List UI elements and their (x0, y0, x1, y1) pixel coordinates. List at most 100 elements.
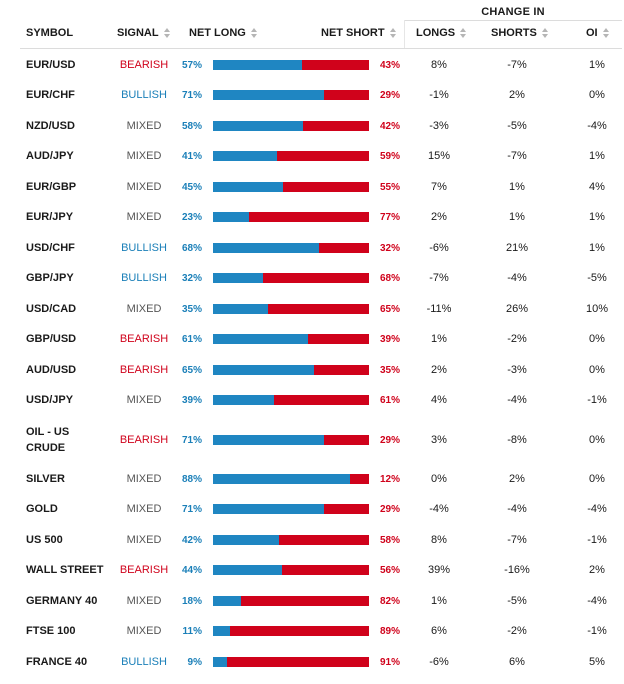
symbol-cell[interactable]: EUR/JPY (26, 202, 116, 232)
table-row[interactable]: AUD/USD BEARISH 65% 35% 2% -3% 0% (0, 355, 624, 385)
signal-badge: BEARISH (119, 564, 169, 576)
symbol-cell[interactable]: GERMANY 40 (26, 586, 116, 616)
net-long-value: 39% (181, 394, 202, 406)
shorts-change-value: 2% (509, 473, 525, 485)
longs-change-value: -6% (429, 242, 449, 254)
signal-badge: BULLISH (121, 656, 167, 668)
sort-icon[interactable] (602, 28, 609, 39)
shorts-change-value: -7% (507, 150, 527, 162)
net-long-value: 11% (182, 625, 202, 637)
table-row[interactable]: OIL - US CRUDE BEARISH 71% 29% 3% -8% 0% (0, 416, 624, 464)
table-row[interactable]: SILVER MIXED 88% 12% 0% 2% 0% (0, 464, 624, 494)
shorts-change-value: 1% (509, 181, 525, 193)
symbol-cell[interactable]: OIL - US CRUDE (26, 416, 116, 464)
symbol-cell[interactable]: FTSE 100 (26, 616, 116, 646)
symbol-cell[interactable]: USD/CAD (26, 294, 116, 324)
net-short-bar-fill (323, 435, 369, 445)
table-row[interactable]: EUR/GBP MIXED 45% 55% 7% 1% 4% (0, 172, 624, 202)
table-row[interactable]: USD/JPY MIXED 39% 61% 4% -4% -1% (0, 385, 624, 415)
longs-change-value: 8% (431, 534, 447, 546)
table-row[interactable]: US 500 MIXED 42% 58% 8% -7% -1% (0, 525, 624, 555)
net-short-column-header[interactable]: NET SHORT (321, 27, 396, 41)
table-row[interactable]: FRANCE 40 BULLISH 9% 91% -6% 6% 5% (0, 647, 624, 677)
table-row[interactable]: GERMANY 40 MIXED 18% 82% 1% -5% -4% (0, 586, 624, 616)
symbol-cell[interactable]: AUD/JPY (26, 141, 116, 171)
table-row[interactable]: USD/CAD MIXED 35% 65% -11% 26% 10% (0, 294, 624, 324)
longs-change-value: -4% (429, 503, 449, 515)
net-long-column-header[interactable]: NET LONG (189, 27, 257, 41)
table-row[interactable]: USD/CHF BULLISH 68% 32% -6% 21% 1% (0, 233, 624, 263)
net-short-value: 65% (379, 303, 400, 315)
signal-badge: MIXED (126, 625, 162, 637)
oi-change-value: 0% (589, 89, 605, 101)
symbol-cell[interactable]: SILVER (26, 464, 116, 494)
sort-icon[interactable] (389, 28, 396, 39)
symbol-cell[interactable]: WALL STREET (26, 555, 116, 585)
shorts-column-header[interactable]: SHORTS (491, 27, 548, 41)
symbol-line: EUR/CHF (26, 89, 75, 101)
longs-change-value: -1% (429, 89, 449, 101)
net-short-bar-fill (267, 304, 369, 314)
symbol-name: AUD/JPY (26, 148, 74, 164)
sentiment-bar (213, 504, 369, 514)
net-long-value: 68% (181, 242, 202, 254)
net-short-value: 82% (379, 595, 400, 607)
symbol-name: EUR/USD (26, 57, 76, 73)
signal-badge: MIXED (126, 534, 162, 546)
table-row[interactable]: GOLD MIXED 71% 29% -4% -4% -4% (0, 494, 624, 524)
symbol-cell[interactable]: US 500 (26, 525, 116, 555)
net-short-bar-fill (323, 504, 369, 514)
symbol-cell[interactable]: FRANCE 40 (26, 647, 116, 677)
longs-change-value: 0% (431, 473, 447, 485)
net-short-value: 91% (379, 656, 400, 668)
symbol-name: GBP/USD (26, 331, 76, 347)
table-row[interactable]: GBP/USD BEARISH 61% 39% 1% -2% 0% (0, 324, 624, 354)
symbol-cell[interactable]: GBP/USD (26, 324, 116, 354)
header-divider (20, 48, 622, 49)
symbol-name: EUR/GBP (26, 179, 76, 195)
oi-change-value: -1% (587, 625, 607, 637)
sort-icon[interactable] (541, 28, 548, 39)
symbol-name: SILVER (26, 471, 65, 487)
net-long-bar-fill (213, 504, 324, 514)
sort-icon[interactable] (250, 28, 257, 39)
oi-column-header[interactable]: OI (586, 27, 609, 41)
net-short-bar-fill (248, 212, 369, 222)
table-row[interactable]: NZD/USD MIXED 58% 42% -3% -5% -4% (0, 111, 624, 141)
symbol-cell[interactable]: EUR/USD (26, 50, 116, 80)
table-row[interactable]: EUR/USD BEARISH 57% 43% 8% -7% 1% (0, 50, 624, 80)
symbol-cell[interactable]: USD/CHF (26, 233, 116, 263)
table-row[interactable]: GBP/JPY BULLISH 32% 68% -7% -4% -5% (0, 263, 624, 293)
net-long-bar-fill (213, 535, 279, 545)
table-row[interactable]: EUR/CHF BULLISH 71% 29% -1% 2% 0% (0, 80, 624, 110)
sentiment-bar (213, 435, 369, 445)
net-short-bar-fill (319, 243, 369, 253)
symbol-cell[interactable]: EUR/GBP (26, 172, 116, 202)
oi-change-value: 0% (589, 473, 605, 485)
symbol-cell[interactable]: EUR/CHF (26, 80, 116, 110)
symbol-line: AUD/USD (26, 364, 77, 376)
symbol-cell[interactable]: GOLD (26, 494, 116, 524)
symbol-cell[interactable]: AUD/USD (26, 355, 116, 385)
sort-icon[interactable] (163, 28, 170, 39)
symbol-name: GBP/JPY (26, 270, 74, 286)
longs-change-value: 2% (431, 211, 447, 223)
oi-change-value: 1% (589, 150, 605, 162)
net-short-bar-fill (227, 657, 369, 667)
sort-icon[interactable] (460, 28, 467, 39)
shorts-change-value: 2% (509, 89, 525, 101)
signal-column-header[interactable]: SIGNAL (117, 27, 170, 41)
symbol-cell[interactable]: GBP/JPY (26, 263, 116, 293)
table-row[interactable]: FTSE 100 MIXED 11% 89% 6% -2% -1% (0, 616, 624, 646)
net-short-bar-fill (281, 565, 369, 575)
longs-column-header[interactable]: LONGS (416, 27, 467, 41)
table-row[interactable]: EUR/JPY MIXED 23% 77% 2% 1% 1% (0, 202, 624, 232)
symbol-cell[interactable]: NZD/USD (26, 111, 116, 141)
sentiment-bar (213, 212, 369, 222)
shorts-change-value: -16% (504, 564, 530, 576)
header-column-separator (404, 20, 405, 49)
table-row[interactable]: WALL STREET BEARISH 44% 56% 39% -16% 2% (0, 555, 624, 585)
symbol-cell[interactable]: USD/JPY (26, 385, 116, 415)
table-row[interactable]: AUD/JPY MIXED 41% 59% 15% -7% 1% (0, 141, 624, 171)
symbol-line: EUR/JPY (26, 211, 74, 223)
